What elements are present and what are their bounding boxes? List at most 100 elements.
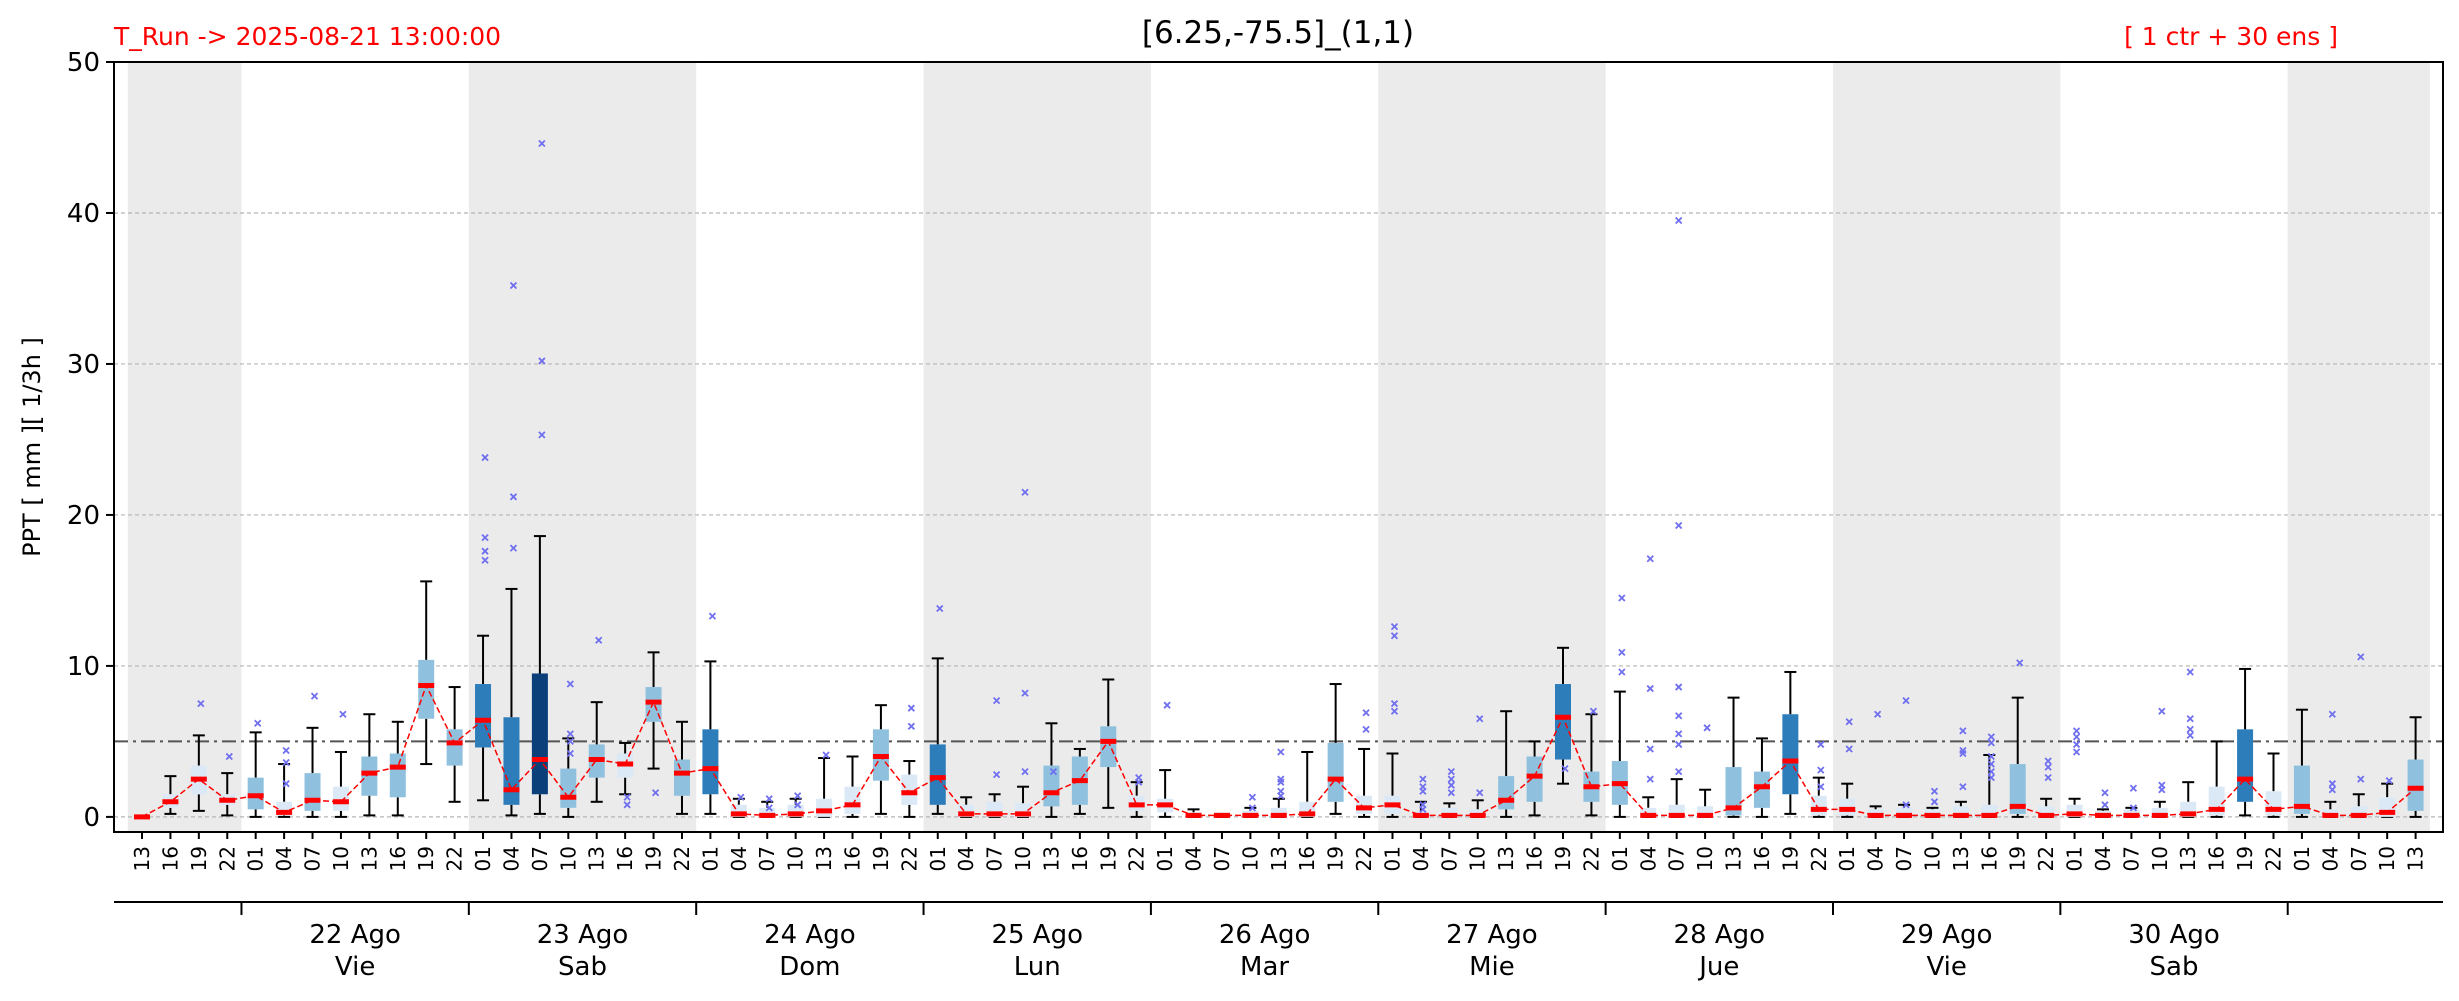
outlier-point — [1675, 216, 1683, 225]
outlier-point — [2044, 763, 2052, 771]
outlier-point — [481, 453, 489, 462]
outlier-point — [1021, 488, 1029, 496]
x-tick-label: 01 — [471, 846, 495, 871]
outlier-point — [1248, 793, 1257, 801]
outlier-point — [1873, 710, 1882, 718]
outlier-point — [1675, 683, 1683, 691]
outlier-point — [2186, 731, 2194, 740]
outlier-point — [623, 793, 631, 801]
box — [1356, 795, 1373, 814]
median-trend-line — [141, 683, 2417, 818]
x-tick-label: 13 — [1267, 846, 1291, 871]
box — [1782, 714, 1799, 795]
outlier-point — [282, 780, 290, 788]
day-date-label: 28 Ago — [1674, 920, 1766, 950]
x-tick-label: 16 — [158, 846, 182, 871]
x-tick-label: 13 — [357, 846, 381, 871]
x-tick-label: 04 — [2318, 846, 2342, 871]
x-tick-label: 01 — [2063, 846, 2087, 871]
x-tick-label: 22 — [897, 846, 921, 871]
outlier-point — [566, 730, 574, 738]
box — [361, 756, 378, 796]
outlier-point — [509, 281, 518, 290]
x-tick-label: 10 — [1466, 846, 1490, 871]
outlier-point — [225, 752, 233, 761]
outlier-point — [2385, 777, 2393, 785]
outlier-point — [907, 704, 915, 712]
x-tick-label: 04 — [2091, 846, 2115, 871]
outlier-point — [282, 746, 290, 755]
box — [1441, 807, 1458, 817]
outlier-point — [2044, 774, 2052, 782]
day-shade-band — [127, 62, 242, 832]
x-tick-label: 07 — [2119, 846, 2143, 871]
x-tick-label: 13 — [2404, 846, 2428, 871]
outlier-point — [1390, 707, 1399, 715]
day-weekday-label: Sab — [558, 952, 607, 982]
x-tick-label: 16 — [1523, 846, 1547, 871]
day-shade-band — [1378, 62, 1606, 832]
outlier-point — [254, 719, 262, 727]
box — [1498, 776, 1515, 810]
outlier-point — [1646, 775, 1654, 783]
outlier-point — [509, 493, 518, 501]
outlier-point — [1930, 787, 1939, 795]
x-tick-label: 01 — [1608, 846, 1632, 871]
outlier-point — [1675, 767, 1683, 776]
outlier-point — [992, 697, 1001, 705]
outliers — [197, 139, 2393, 813]
outlier-point — [1646, 684, 1654, 693]
outlier-point — [1248, 804, 1257, 812]
box — [1896, 807, 1913, 817]
y-tick-label: 0 — [83, 803, 100, 833]
day-weekday-label: Vie — [1926, 952, 1966, 982]
outlier-point — [1618, 668, 1626, 676]
x-tick-label: 22 — [1352, 846, 1376, 871]
outlier-point — [481, 556, 489, 564]
box — [844, 786, 861, 814]
outlier-point — [1447, 767, 1455, 776]
box — [1327, 742, 1344, 802]
outlier-point — [1959, 783, 1967, 791]
outlier-point — [1390, 700, 1399, 708]
outlier-point — [481, 533, 489, 542]
outlier-point — [1476, 715, 1484, 723]
box — [1753, 771, 1770, 808]
day-date-label: 24 Ago — [764, 920, 856, 950]
x-tick-label: 19 — [1096, 846, 1120, 871]
outlier-point — [2101, 789, 2109, 797]
outlier-point — [794, 801, 802, 809]
x-tick-label: 07 — [983, 846, 1007, 871]
day-weekday-label: Jue — [1697, 952, 1739, 982]
x-tick-label: 22 — [1807, 846, 1831, 871]
outlier-point — [1902, 697, 1910, 705]
outlier-point — [1817, 766, 1825, 774]
box — [503, 717, 520, 805]
box — [531, 673, 548, 795]
x-tick-label: 16 — [386, 846, 410, 871]
outlier-point — [1703, 724, 1711, 732]
outlier-point — [566, 737, 574, 746]
y-tick-label: 20 — [67, 501, 100, 531]
x-tick-label: 22 — [2262, 846, 2286, 871]
outlier-point — [1476, 789, 1484, 797]
outlier-point — [2072, 727, 2081, 735]
outlier-point — [907, 722, 915, 730]
x-tick-label: 16 — [1977, 846, 2001, 871]
outlier-point — [1419, 805, 1427, 813]
x-tick-label: 10 — [1693, 846, 1717, 871]
box — [1270, 807, 1287, 817]
outlier-point — [1675, 730, 1683, 738]
day-shade-band — [468, 62, 697, 832]
x-tick-label: 07 — [1665, 846, 1689, 871]
outlier-point — [595, 636, 603, 644]
outlier-point — [282, 758, 290, 767]
outlier-point — [1646, 745, 1654, 753]
x-tick-label: 22 — [443, 846, 467, 871]
day-date-label: 27 Ago — [1446, 920, 1538, 950]
x-tick-label: 07 — [301, 846, 325, 871]
day-date-label: 29 Ago — [1901, 920, 1993, 950]
box — [560, 768, 577, 808]
